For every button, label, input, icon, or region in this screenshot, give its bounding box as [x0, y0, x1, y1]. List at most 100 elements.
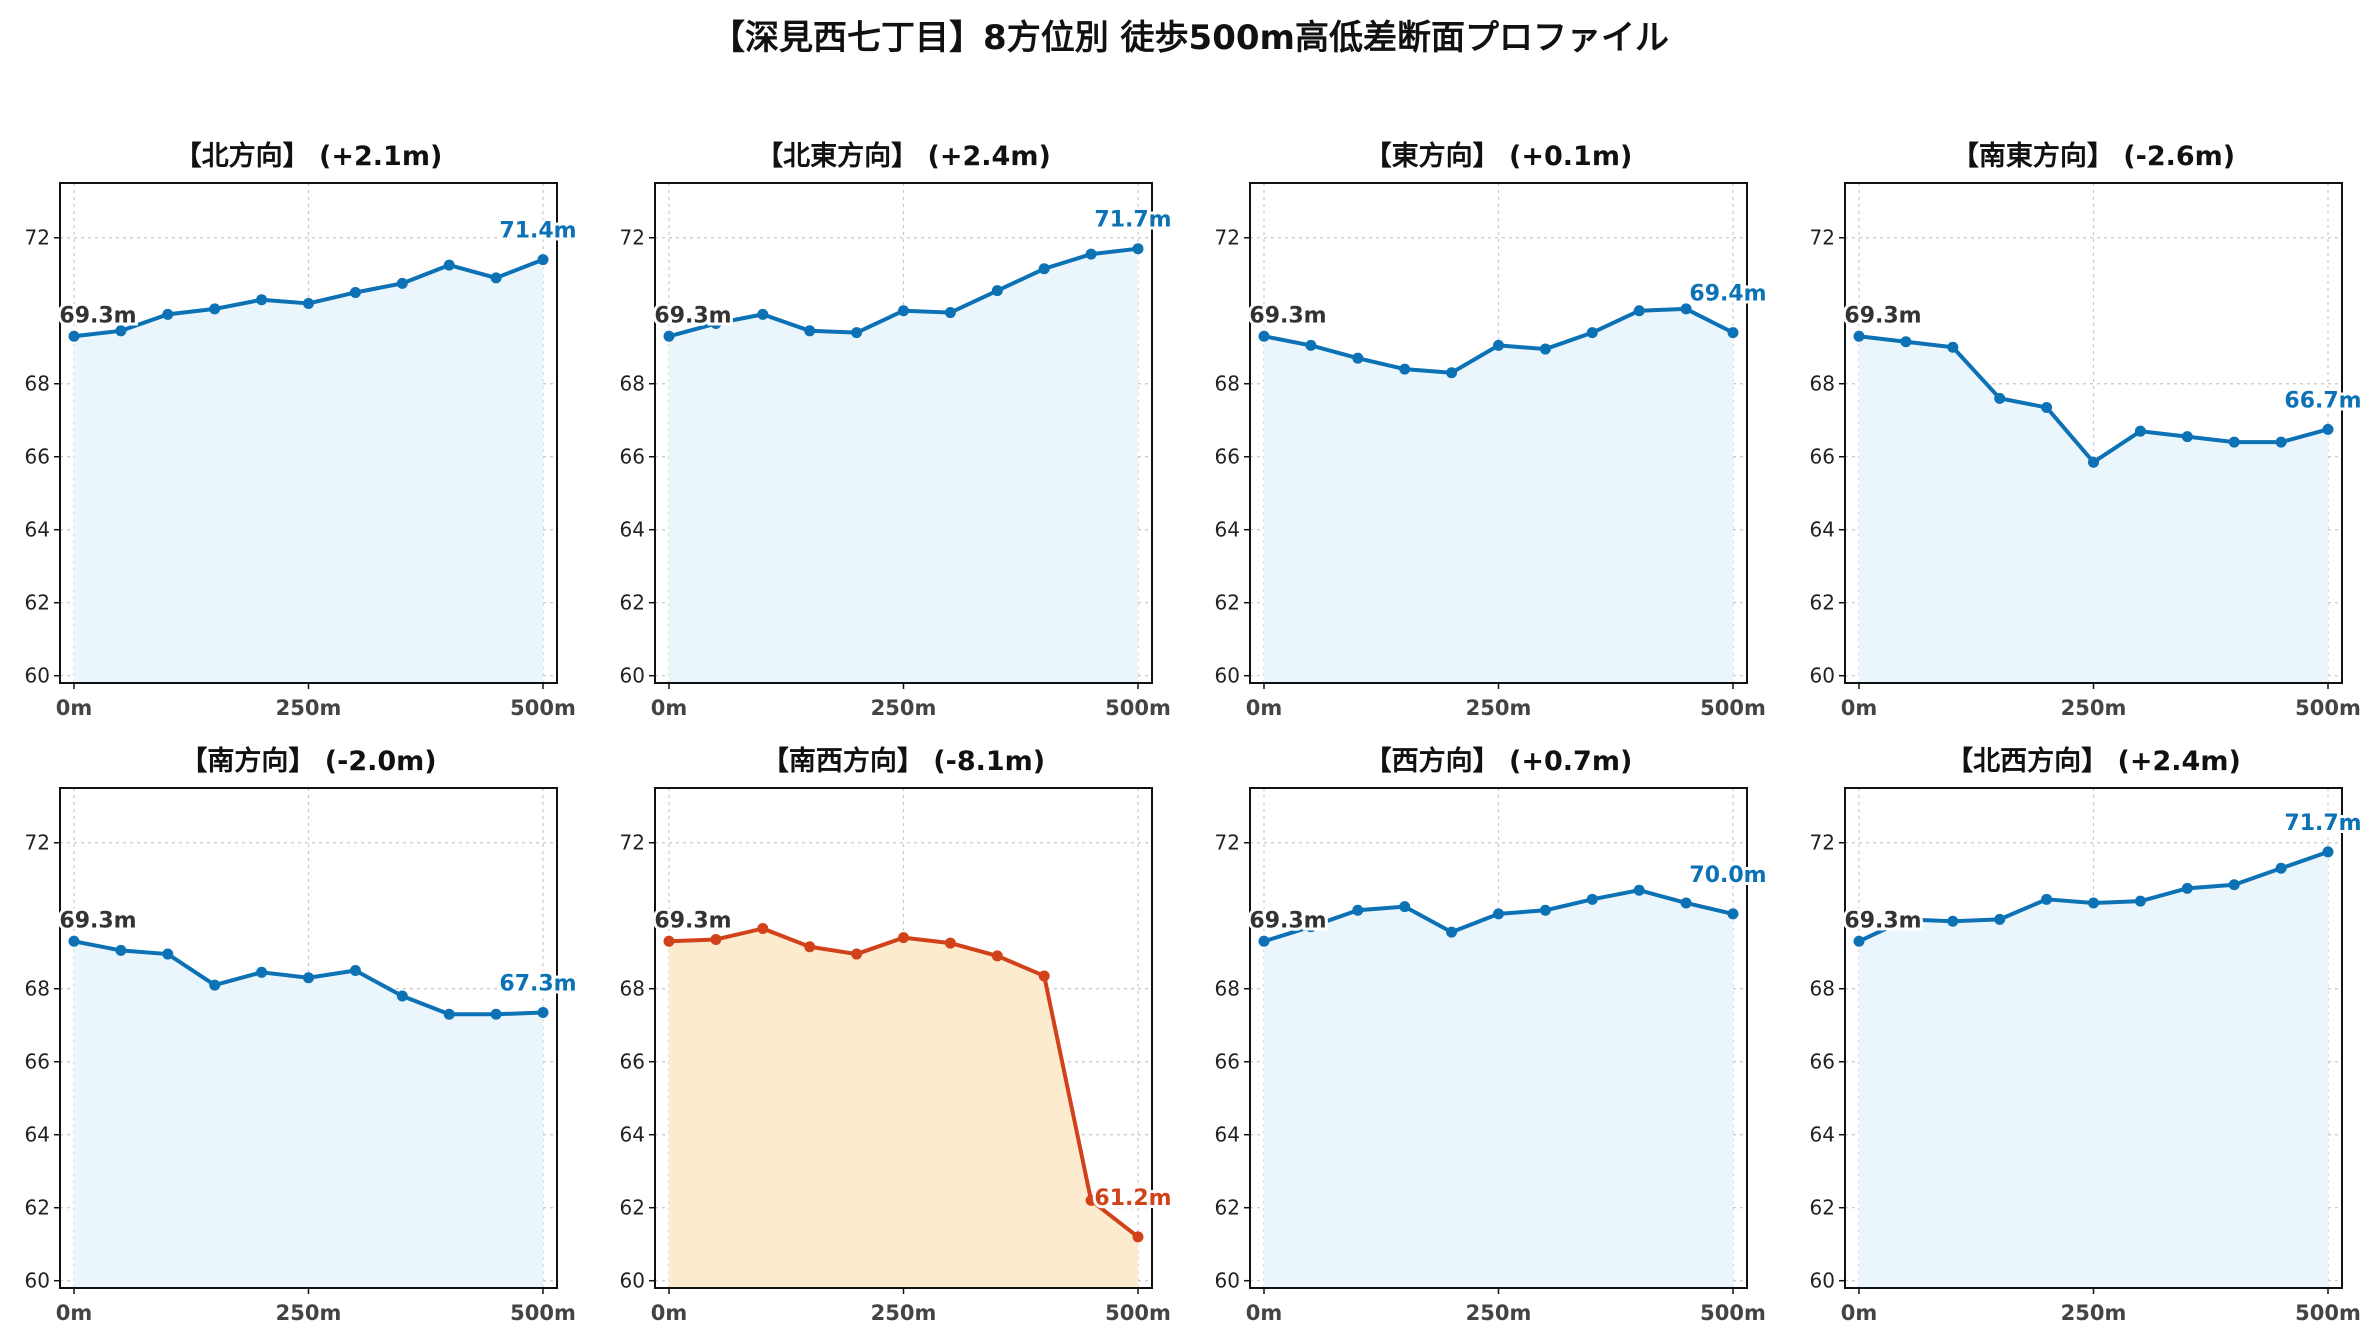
panel-title: 【北方向】 (+2.1m) [175, 140, 443, 172]
y-tick-label: 62 [620, 591, 645, 615]
y-tick-label: 68 [620, 977, 645, 1001]
profile-point [1994, 913, 2006, 925]
y-tick-label: 62 [1215, 591, 1240, 615]
x-tick-label: 250m [1466, 696, 1532, 720]
x-tick-label: 0m [56, 696, 93, 720]
y-tick-label: 64 [25, 1123, 50, 1147]
profile-point [1853, 330, 1865, 342]
profile-point [851, 327, 863, 339]
profile-point [1493, 339, 1504, 351]
profile-point [1446, 926, 1458, 938]
x-tick-label: 500m [1105, 1301, 1171, 1325]
y-tick-label: 62 [25, 591, 50, 615]
profile-point [443, 259, 455, 271]
x-tick-label: 250m [2061, 1301, 2127, 1325]
end-elevation-label: 61.2m [1094, 1186, 1171, 1211]
y-tick-label: 68 [1215, 372, 1240, 396]
profile-point [851, 948, 863, 960]
profile-point [68, 330, 80, 342]
start-elevation-label: 69.3m [1249, 908, 1326, 933]
y-tick-label: 62 [1215, 1196, 1240, 1220]
profile-point [1680, 303, 1692, 315]
profile-point [1947, 915, 1959, 927]
panel-title: 【南西方向】 (-8.1m) [762, 745, 1045, 777]
start-elevation-label: 69.3m [1844, 908, 1921, 933]
start-elevation-label: 69.3m [1249, 303, 1326, 328]
profile-point [2322, 846, 2334, 858]
y-tick-label: 64 [620, 518, 645, 542]
profile-point [804, 941, 816, 953]
profile-point [1352, 352, 1364, 364]
profile-point [537, 1006, 549, 1018]
profile-panel: 【北西方向】 (+2.4m) 60 62 64 66 68 72 0m 250m 500m 69.3… [1810, 745, 2365, 1325]
y-tick-label: 60 [25, 664, 50, 688]
profile-point [898, 305, 909, 317]
profile-point [2181, 431, 2193, 443]
y-tick-label: 62 [620, 1196, 645, 1220]
profile-point [757, 923, 769, 935]
profile-point [209, 303, 221, 315]
profile-point [2275, 436, 2287, 448]
y-tick-label: 66 [620, 1050, 645, 1074]
end-elevation-label: 66.7m [2284, 388, 2361, 413]
y-tick-label: 66 [25, 1050, 50, 1074]
y-tick-label: 66 [1810, 1050, 1835, 1074]
y-tick-label: 64 [620, 1123, 645, 1147]
profile-point [2088, 456, 2099, 468]
panel-title: 【北西方向】 (+2.4m) [1946, 745, 2241, 777]
y-tick-label: 60 [1215, 1269, 1240, 1293]
profile-point [349, 964, 361, 976]
profile-area [1264, 308, 1733, 683]
x-tick-label: 500m [1700, 696, 1766, 720]
profile-point [2041, 401, 2053, 413]
x-tick-label: 250m [276, 696, 342, 720]
x-tick-label: 500m [1700, 1301, 1766, 1325]
profile-point [663, 935, 675, 947]
profile-point [115, 944, 127, 956]
y-tick-label: 72 [25, 831, 50, 855]
x-tick-label: 250m [1466, 1301, 1532, 1325]
x-tick-label: 0m [1246, 696, 1283, 720]
profile-point [396, 990, 408, 1002]
y-tick-label: 66 [1215, 445, 1240, 469]
x-tick-label: 0m [651, 1301, 688, 1325]
profile-point [303, 972, 314, 984]
profile-point [1727, 908, 1739, 920]
profile-point [1727, 327, 1739, 339]
profile-point [710, 318, 722, 330]
profile-point [1399, 901, 1411, 913]
end-elevation-label: 71.7m [2284, 811, 2361, 836]
x-tick-label: 500m [2295, 696, 2361, 720]
start-elevation-label: 69.3m [59, 303, 136, 328]
y-tick-label: 72 [1215, 226, 1240, 250]
profile-point [1900, 913, 1912, 925]
profile-point [349, 286, 361, 298]
profile-point [1446, 367, 1458, 379]
x-tick-label: 500m [1105, 696, 1171, 720]
profile-point [1258, 935, 1270, 947]
profile-point [1947, 341, 1959, 353]
profile-area [1264, 890, 1733, 1288]
y-tick-label: 68 [1810, 977, 1835, 1001]
profile-point [757, 308, 769, 320]
profile-point [1132, 243, 1144, 255]
profile-point [162, 948, 174, 960]
profile-point [944, 937, 956, 949]
profile-point [1680, 897, 1692, 909]
profile-point [2134, 425, 2146, 437]
profile-point [1352, 904, 1364, 916]
profile-point [898, 932, 909, 944]
profile-point [303, 297, 314, 309]
y-tick-label: 68 [25, 977, 50, 1001]
y-tick-label: 68 [1810, 372, 1835, 396]
y-tick-label: 64 [1810, 1123, 1835, 1147]
end-elevation-label: 69.4m [1689, 282, 1766, 307]
y-tick-label: 68 [25, 372, 50, 396]
profile-point [1085, 1194, 1097, 1206]
profile-point [1085, 248, 1097, 260]
profile-panel: 【北方向】 (+2.1m) 60 62 64 66 68 72 0m 250m 500m 69.3m… [25, 140, 580, 720]
y-tick-label: 66 [1810, 445, 1835, 469]
profile-panel: 【南西方向】 (-8.1m) 60 62 64 66 68 72 0m 250m 500m 69.3… [620, 745, 1175, 1325]
profile-point [2228, 436, 2240, 448]
